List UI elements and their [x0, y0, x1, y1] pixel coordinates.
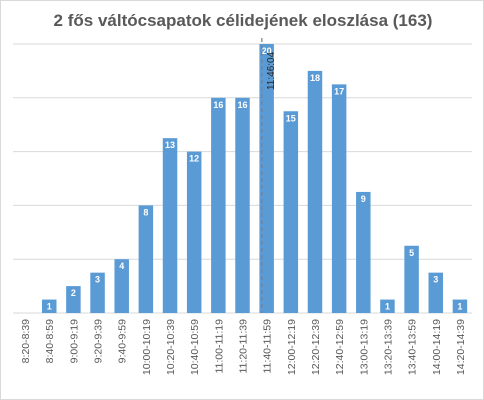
bar	[211, 97, 226, 313]
data-label: 15	[286, 113, 296, 123]
data-label: 3	[433, 275, 438, 285]
x-tick-label: 13:00-13:19	[358, 319, 370, 375]
bar	[90, 272, 105, 313]
bar	[114, 259, 129, 313]
x-tick-label: 8:40-8:59	[44, 319, 56, 364]
x-tick-label: 9:20-9:39	[93, 319, 105, 364]
data-label: 5	[409, 248, 414, 258]
data-label: 8	[143, 207, 148, 217]
data-label: 3	[95, 275, 100, 285]
x-tick-label: 12:00-12:19	[286, 319, 298, 375]
x-tick-label: 9:40-9:59	[117, 319, 129, 364]
x-tick-label: 10:00-10:19	[141, 319, 153, 375]
bar	[162, 138, 178, 313]
data-label: 4	[119, 261, 124, 271]
x-tick-label: 10:40-10:59	[189, 319, 201, 375]
bar	[331, 84, 347, 313]
x-tick-label: 12:40-12:59	[334, 319, 346, 375]
x-tick-label: 9:00-9:19	[68, 319, 80, 364]
bar	[259, 44, 274, 313]
bar	[452, 299, 468, 313]
chart-title: 2 fős váltócsapatok célidejének eloszlás…	[53, 11, 433, 30]
x-tick-label: 10:20-10:39	[165, 319, 177, 375]
data-label: 13	[165, 140, 175, 150]
data-label: 2	[71, 288, 76, 298]
data-label: 18	[310, 73, 320, 83]
data-label: 12	[189, 154, 199, 164]
data-label: 16	[237, 100, 247, 110]
bar	[356, 191, 371, 313]
bars	[41, 44, 468, 314]
data-label: 9	[361, 194, 366, 204]
bar	[41, 299, 57, 313]
time-marker: 11:46:04	[261, 38, 277, 313]
bar	[66, 286, 81, 313]
bar	[307, 70, 323, 314]
x-tick-labels: 8:20-8:39 8:40-8:59 9:00-9:19 9:20-9:39 9:40…	[20, 319, 467, 375]
x-tick-label: 8:20-8:39	[20, 319, 32, 364]
marker-label: 11:46:04	[266, 51, 277, 90]
bar	[235, 97, 250, 313]
x-tick-label: 14:00-14:19	[431, 319, 443, 375]
data-label: 17	[334, 86, 344, 96]
data-label: 20	[262, 46, 272, 56]
x-tick-label: 13:20-13:39	[382, 319, 394, 375]
x-tick-label: 12:20-12:39	[310, 319, 322, 375]
x-tick-label: 11:20-11:39	[238, 319, 250, 374]
bar	[428, 272, 444, 313]
data-label: 1	[47, 302, 52, 312]
bar	[138, 205, 154, 313]
bar	[380, 299, 395, 313]
data-label: 1	[385, 302, 390, 312]
data-label: 16	[213, 100, 223, 110]
x-tick-label: 13:40-13:59	[407, 319, 419, 375]
data-label: 0	[23, 303, 28, 313]
bar	[186, 151, 202, 313]
x-tick-label: 11:00-11:19	[213, 319, 225, 374]
bar	[404, 245, 419, 313]
data-label: 1	[457, 302, 462, 312]
x-tick-label: 14:20-14:39	[455, 319, 467, 375]
x-tick-label: 11:40-11:59	[262, 319, 274, 374]
bar	[283, 111, 299, 313]
